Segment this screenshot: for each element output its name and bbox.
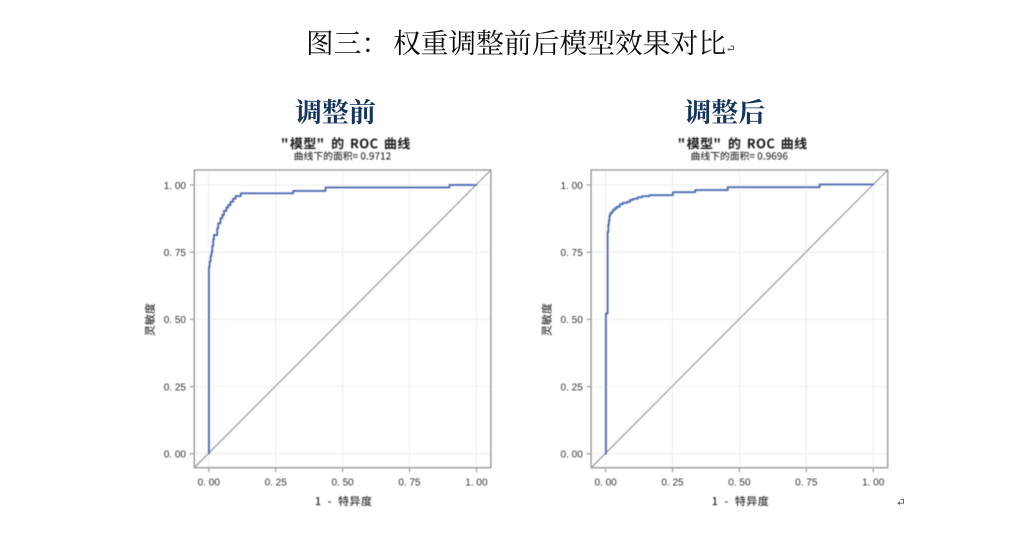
svg-text:0. 00: 0. 00 (198, 477, 221, 488)
svg-text:0. 00: 0. 00 (561, 450, 584, 461)
svg-text:1. 00: 1. 00 (561, 181, 584, 192)
svg-text:0. 50: 0. 50 (164, 315, 187, 326)
svg-text:0. 75: 0. 75 (398, 477, 421, 488)
svg-text:1. 00: 1. 00 (164, 181, 187, 192)
svg-text:1. 00: 1. 00 (862, 477, 885, 488)
svg-text:0. 25: 0. 25 (164, 382, 187, 393)
svg-text:0. 75: 0. 75 (795, 477, 818, 488)
svg-text:0. 00: 0. 00 (164, 450, 187, 461)
svg-text:0. 50: 0. 50 (331, 477, 354, 488)
svg-text:0. 75: 0. 75 (164, 248, 187, 259)
svg-text:0. 00: 0. 00 (594, 477, 617, 488)
svg-text:1. 00: 1. 00 (465, 477, 488, 488)
svg-text:0. 25: 0. 25 (561, 382, 584, 393)
svg-text:0. 50: 0. 50 (728, 477, 751, 488)
svg-text:0. 50: 0. 50 (561, 315, 584, 326)
svg-text:0. 25: 0. 25 (661, 477, 684, 488)
svg-text:0. 75: 0. 75 (561, 248, 584, 259)
svg-text:0. 25: 0. 25 (265, 477, 288, 488)
